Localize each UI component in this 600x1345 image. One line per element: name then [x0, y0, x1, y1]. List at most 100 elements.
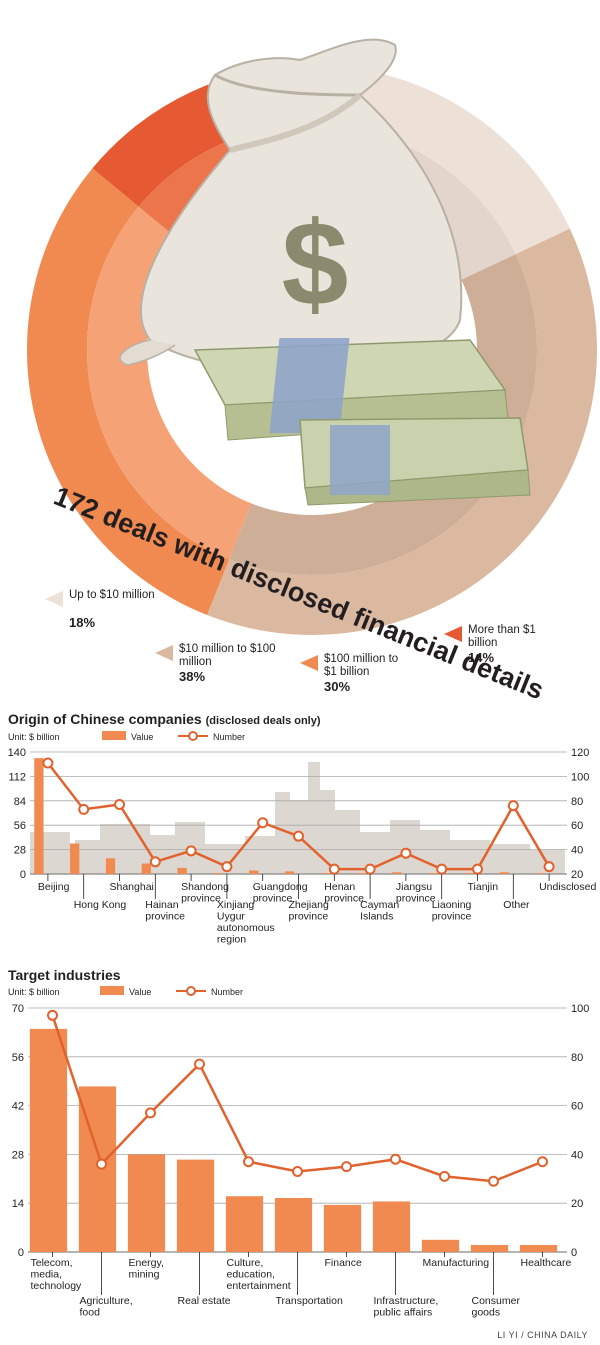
y-tick-label: 140: [8, 747, 26, 759]
value-bar: [176, 1159, 215, 1252]
category-label: Other: [503, 899, 530, 911]
value-bar: [34, 758, 44, 874]
value-bar: [213, 873, 223, 874]
value-bar: [274, 1197, 313, 1252]
industries-legend-number-swatch: [176, 986, 206, 996]
origin-legend-value-swatch: [102, 731, 126, 740]
origin-chart: 0 28 56 84 112 140 20 40 60 80 100 120 Beijing Hong K…: [8, 747, 597, 946]
industries-chart: 0 14 28 42 56 70 0 20 40 60 80 100 Telecom, media, tec…: [12, 1003, 590, 1319]
legend-swatch-icon: [300, 655, 318, 671]
number-point: [292, 1165, 303, 1177]
industries-unit: Unit: $ billion: [8, 987, 60, 997]
number-point: [472, 863, 483, 875]
y2-tick-label: 40: [571, 1149, 583, 1161]
origin-legend-number: Number: [213, 732, 246, 742]
category-label: Jiangsu province: [396, 881, 436, 905]
origin-unit: Unit: $ billion: [8, 732, 60, 742]
category-label: Shandong province: [181, 881, 229, 905]
legend-swatch-icon: [155, 645, 173, 661]
number-point: [243, 1156, 254, 1168]
origin-legend-value: Value: [131, 732, 154, 742]
category-label: Transportation: [276, 1295, 343, 1307]
origin-title-text: Origin of Chinese companies: [8, 711, 202, 727]
category-label: Beijing: [38, 881, 70, 893]
category-label: Finance: [325, 1257, 363, 1269]
number-point: [293, 830, 304, 842]
y-tick-label: 84: [14, 796, 26, 808]
origin-legend-number-swatch: [178, 731, 208, 741]
y2-tick-label: 60: [571, 820, 583, 832]
industries-legend-value: Value: [129, 987, 152, 997]
donut-slice: [86, 206, 252, 560]
y2-tick-label: 100: [571, 771, 589, 783]
cash-stack-icon: [193, 338, 531, 506]
number-point: [328, 863, 340, 875]
value-bar: [177, 867, 187, 874]
category-label: Real estate: [178, 1295, 231, 1307]
value-bar: [29, 1028, 68, 1252]
y-tick-label: 28: [12, 1149, 24, 1161]
legend-percent: 30%: [324, 679, 351, 694]
y2-tick-label: 60: [571, 1101, 583, 1113]
number-line: [51, 1014, 543, 1183]
category-label: Guangdong province: [253, 881, 308, 905]
y2-tick-label: 80: [571, 796, 583, 808]
y-tick-label: 0: [18, 1247, 24, 1259]
number-point: [149, 856, 161, 868]
category-label: Telecom, media, technology: [31, 1257, 83, 1292]
category-label: Agriculture, food: [80, 1295, 133, 1319]
industries-legend-value-swatch: [100, 986, 124, 995]
legend-swatch-icon: [45, 591, 63, 607]
number-point: [96, 1158, 107, 1170]
y2-tick-label: 40: [571, 845, 583, 857]
category-label: Manufacturing: [423, 1257, 490, 1269]
value-bar: [141, 863, 151, 874]
legend-percent: 38%: [179, 669, 206, 684]
legend-percent: 14%: [468, 650, 495, 665]
number-point: [185, 845, 197, 857]
value-bar: [372, 1201, 411, 1252]
y-tick-label: 0: [20, 869, 26, 881]
legend-label: $10 million to $100 million: [179, 643, 276, 668]
category-label: Hainan province: [145, 899, 185, 923]
number-point: [537, 1156, 548, 1168]
category-label: Culture, education, entertainment: [227, 1257, 291, 1292]
number-point: [221, 861, 233, 873]
credit: LI YI / CHINA DAILY: [497, 1330, 588, 1340]
number-point: [114, 798, 125, 810]
value-bar: [535, 873, 545, 874]
svg-text:$: $: [282, 197, 349, 331]
value-bar: [356, 873, 366, 874]
category-label: Shanghai: [110, 881, 154, 893]
y-tick-label: 28: [14, 845, 26, 857]
value-bar: [463, 873, 474, 874]
origin-title: Origin of Chinese companies (disclosed d…: [8, 711, 321, 727]
value-bar: [421, 1239, 460, 1252]
legend-label: Up to $10 million: [69, 589, 155, 601]
money-bag-icon: $: [119, 38, 463, 373]
y2-tick-label: 80: [571, 1052, 583, 1064]
industries-title: Target industries: [8, 967, 121, 983]
value-bar: [225, 1196, 264, 1252]
number-point: [439, 1170, 450, 1182]
category-label: Energy, mining: [129, 1257, 164, 1281]
category-label: Zhejiang province: [289, 899, 329, 923]
number-point: [341, 1161, 352, 1173]
y2-tick-label: 20: [571, 1198, 583, 1210]
y-tick-label: 70: [12, 1003, 24, 1015]
number-point: [42, 757, 54, 769]
y2-tick-label: 100: [571, 1003, 589, 1015]
category-label: Undisclosed: [539, 881, 596, 893]
category-label: Henan province: [324, 881, 364, 905]
number-point: [364, 863, 376, 875]
number-point: [257, 817, 269, 829]
value-bar: [127, 1154, 166, 1252]
category-label: Hong Kong: [74, 899, 127, 911]
value-bar: [105, 858, 116, 874]
y-tick-label: 14: [12, 1198, 24, 1210]
number-point: [436, 863, 448, 875]
y-tick-label: 56: [12, 1052, 24, 1064]
number-point: [507, 800, 519, 812]
value-bar: [320, 873, 330, 874]
number-point: [488, 1175, 499, 1187]
